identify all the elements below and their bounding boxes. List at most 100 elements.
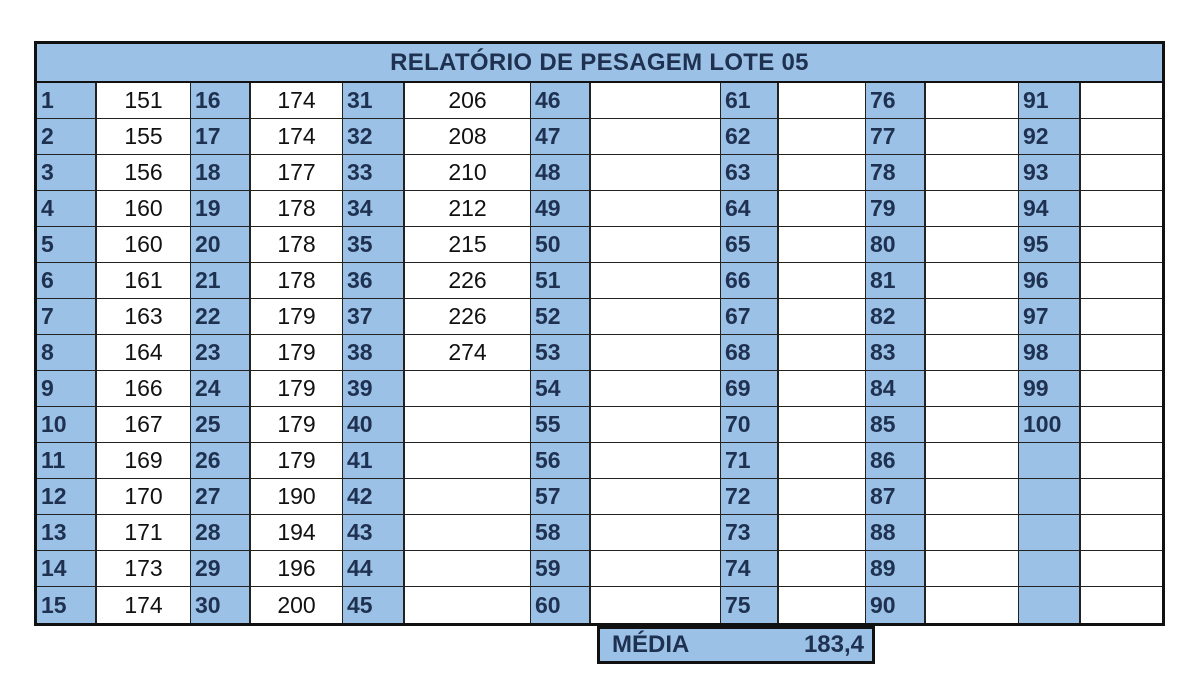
lot-index-cell: 62 xyxy=(721,119,779,155)
weight-value-cell xyxy=(591,551,721,587)
weight-value-cell: 177 xyxy=(251,155,343,191)
weight-value-cell xyxy=(591,587,721,623)
weight-value-cell xyxy=(926,335,1019,371)
lot-index-cell: 18 xyxy=(191,155,251,191)
weight-value-cell: 151 xyxy=(97,83,191,119)
weight-value-cell xyxy=(591,155,721,191)
lot-index-cell: 87 xyxy=(866,479,926,515)
weight-value-cell: 161 xyxy=(97,263,191,299)
lot-index-cell xyxy=(1019,443,1081,479)
lot-index-cell: 53 xyxy=(531,335,591,371)
lot-index-cell: 10 xyxy=(37,407,97,443)
lot-index-cell: 17 xyxy=(191,119,251,155)
average-box: MÉDIA 183,4 xyxy=(597,626,875,664)
weight-value-cell xyxy=(1081,443,1162,479)
weight-value-cell xyxy=(926,155,1019,191)
lot-index-cell: 25 xyxy=(191,407,251,443)
lot-index-cell: 34 xyxy=(343,191,405,227)
lot-index-cell: 86 xyxy=(866,443,926,479)
weight-value-cell xyxy=(926,227,1019,263)
lot-index-cell: 20 xyxy=(191,227,251,263)
lot-index-cell: 43 xyxy=(343,515,405,551)
lot-index-cell: 61 xyxy=(721,83,779,119)
lot-index-cell: 84 xyxy=(866,371,926,407)
lot-index-cell: 22 xyxy=(191,299,251,335)
lot-index-cell: 4 xyxy=(37,191,97,227)
lot-index-cell: 64 xyxy=(721,191,779,227)
lot-index-cell: 58 xyxy=(531,515,591,551)
weight-value-cell xyxy=(926,407,1019,443)
weight-value-cell xyxy=(591,191,721,227)
lot-index-cell: 23 xyxy=(191,335,251,371)
weight-value-cell xyxy=(591,83,721,119)
weight-value-cell xyxy=(405,407,531,443)
lot-index-cell: 92 xyxy=(1019,119,1081,155)
lot-index-cell: 42 xyxy=(343,479,405,515)
weight-value-cell xyxy=(1081,263,1162,299)
lot-index-cell: 47 xyxy=(531,119,591,155)
average-value: 183,4 xyxy=(803,631,864,658)
weight-value-cell xyxy=(926,551,1019,587)
lot-index-cell: 40 xyxy=(343,407,405,443)
lot-index-cell: 24 xyxy=(191,371,251,407)
weight-value-cell xyxy=(1081,335,1162,371)
weight-value-cell xyxy=(779,407,866,443)
weight-value-cell xyxy=(1081,479,1162,515)
weight-value-cell: 160 xyxy=(97,191,191,227)
weight-value-cell xyxy=(591,263,721,299)
weight-value-cell xyxy=(779,371,866,407)
weight-value-cell xyxy=(1081,551,1162,587)
lot-index-cell: 75 xyxy=(721,587,779,623)
lot-index-cell: 89 xyxy=(866,551,926,587)
lot-index-cell: 39 xyxy=(343,371,405,407)
lot-index-cell: 21 xyxy=(191,263,251,299)
lot-index-cell xyxy=(1019,551,1081,587)
lot-index-cell: 27 xyxy=(191,479,251,515)
weight-value-cell xyxy=(1081,587,1162,623)
lot-index-cell: 3 xyxy=(37,155,97,191)
lot-index-cell: 7 xyxy=(37,299,97,335)
weight-value-cell: 178 xyxy=(251,191,343,227)
weight-value-cell: 179 xyxy=(251,335,343,371)
weight-value-cell xyxy=(926,83,1019,119)
weight-value-cell xyxy=(779,443,866,479)
lot-index-cell: 90 xyxy=(866,587,926,623)
weight-value-cell xyxy=(591,479,721,515)
lot-index-cell xyxy=(1019,515,1081,551)
weight-value-cell: 160 xyxy=(97,227,191,263)
lot-index-cell: 19 xyxy=(191,191,251,227)
weight-value-cell: 179 xyxy=(251,299,343,335)
weights-grid: 1 151 16 174 31 206 46 61 76 91 2 155 17 174 32 208 47 62… xyxy=(37,83,1162,623)
weight-value-cell: 169 xyxy=(97,443,191,479)
lot-index-cell: 35 xyxy=(343,227,405,263)
average-label: MÉDIA xyxy=(612,631,690,658)
lot-index-cell: 96 xyxy=(1019,263,1081,299)
weight-value-cell: 196 xyxy=(251,551,343,587)
lot-index-cell: 51 xyxy=(531,263,591,299)
weight-value-cell xyxy=(779,587,866,623)
lot-index-cell: 37 xyxy=(343,299,405,335)
weight-value-cell: 170 xyxy=(97,479,191,515)
weight-value-cell: 208 xyxy=(405,119,531,155)
lot-index-cell: 8 xyxy=(37,335,97,371)
lot-index-cell: 78 xyxy=(866,155,926,191)
weight-value-cell: 164 xyxy=(97,335,191,371)
weight-value-cell xyxy=(779,227,866,263)
weighing-report-table: RELATÓRIO DE PESAGEM LOTE 05 1 151 16 174 31… xyxy=(34,41,1165,626)
weight-value-cell xyxy=(405,371,531,407)
weight-value-cell xyxy=(926,587,1019,623)
lot-index-cell: 15 xyxy=(37,587,97,623)
lot-index-cell: 82 xyxy=(866,299,926,335)
lot-index-cell: 85 xyxy=(866,407,926,443)
weight-value-cell: 163 xyxy=(97,299,191,335)
lot-index-cell: 60 xyxy=(531,587,591,623)
weight-value-cell xyxy=(926,479,1019,515)
lot-index-cell: 67 xyxy=(721,299,779,335)
weight-value-cell: 194 xyxy=(251,515,343,551)
weight-value-cell xyxy=(779,119,866,155)
lot-index-cell: 31 xyxy=(343,83,405,119)
lot-index-cell: 68 xyxy=(721,335,779,371)
weight-value-cell: 179 xyxy=(251,443,343,479)
weight-value-cell xyxy=(405,479,531,515)
weight-value-cell: 179 xyxy=(251,371,343,407)
